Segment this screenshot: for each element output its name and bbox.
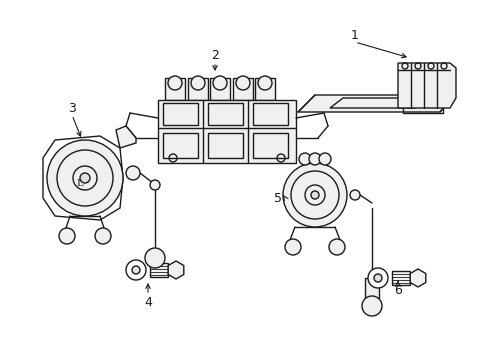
Bar — [252, 103, 287, 125]
Polygon shape — [116, 126, 136, 148]
Text: 4: 4 — [144, 296, 152, 309]
Circle shape — [298, 153, 310, 165]
Text: 1: 1 — [350, 28, 358, 41]
Circle shape — [258, 76, 271, 90]
Polygon shape — [168, 261, 183, 279]
Polygon shape — [254, 78, 274, 100]
Polygon shape — [164, 78, 184, 100]
Circle shape — [150, 180, 160, 190]
Circle shape — [308, 153, 320, 165]
Bar — [207, 133, 243, 158]
Circle shape — [328, 239, 345, 255]
Circle shape — [318, 153, 330, 165]
Bar — [150, 263, 168, 277]
Circle shape — [367, 268, 387, 288]
Polygon shape — [209, 78, 229, 100]
Circle shape — [80, 173, 90, 183]
Polygon shape — [409, 269, 425, 287]
Circle shape — [285, 239, 301, 255]
Circle shape — [126, 166, 140, 180]
Circle shape — [132, 266, 140, 274]
Text: 5: 5 — [273, 192, 282, 204]
Polygon shape — [297, 95, 454, 112]
Text: 3: 3 — [68, 102, 76, 114]
Bar — [391, 271, 409, 285]
Bar — [364, 278, 378, 298]
Polygon shape — [232, 78, 252, 100]
Circle shape — [361, 296, 381, 316]
Circle shape — [126, 260, 146, 280]
Circle shape — [236, 76, 249, 90]
Text: 6: 6 — [393, 284, 401, 297]
Circle shape — [213, 76, 226, 90]
Circle shape — [373, 274, 381, 282]
Polygon shape — [158, 100, 295, 163]
Circle shape — [310, 191, 318, 199]
Circle shape — [283, 163, 346, 227]
Bar — [252, 133, 287, 158]
Polygon shape — [397, 63, 455, 108]
Bar — [163, 103, 198, 125]
Text: 2: 2 — [211, 49, 219, 62]
Bar — [163, 133, 198, 158]
Circle shape — [59, 228, 75, 244]
Circle shape — [95, 228, 111, 244]
Circle shape — [349, 190, 359, 200]
Polygon shape — [187, 78, 207, 100]
Circle shape — [145, 248, 164, 268]
Circle shape — [47, 140, 123, 216]
Circle shape — [191, 76, 204, 90]
Circle shape — [168, 76, 182, 90]
Bar — [207, 103, 243, 125]
Text: L: L — [77, 179, 83, 188]
